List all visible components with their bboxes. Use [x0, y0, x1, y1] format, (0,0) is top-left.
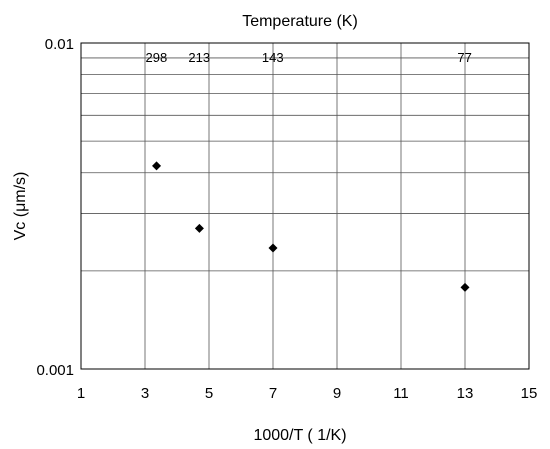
data-point [460, 282, 470, 292]
grid-lines [80, 43, 530, 369]
y-tick-label: 0.01 [45, 36, 74, 53]
x-tick-label: 13 [457, 385, 474, 402]
top-tick-label: 143 [262, 50, 284, 65]
x-tick-label: 7 [269, 385, 277, 402]
top-axis-labels: 298 213 143 77 [146, 50, 472, 65]
top-tick-label: 298 [146, 50, 168, 65]
plot-frame [80, 42, 530, 370]
top-tick-label: 77 [457, 50, 471, 65]
x-tick-label: 15 [521, 385, 538, 402]
top-tick-label: 213 [188, 50, 210, 65]
data-point [194, 223, 204, 233]
x-tick-label: 11 [393, 385, 409, 402]
x-tick-label: 9 [333, 385, 341, 402]
x-tick-label: 3 [141, 385, 149, 402]
data-point [152, 161, 162, 171]
y-tick-labels: 0.001 0.01 [36, 36, 74, 379]
x-tick-label: 1 [77, 385, 85, 402]
data-point [268, 243, 278, 253]
data-points [152, 161, 470, 292]
chart-title: Temperature (K) [242, 13, 358, 30]
x-tick-label: 5 [205, 385, 213, 402]
x-axis-title: 1000/T ( 1/K) [253, 427, 346, 444]
y-tick-label: 0.001 [36, 362, 74, 379]
x-tick-labels: 1 3 5 7 9 11 13 15 [77, 385, 538, 402]
y-axis-title: Vc (μm/s) [12, 172, 29, 241]
